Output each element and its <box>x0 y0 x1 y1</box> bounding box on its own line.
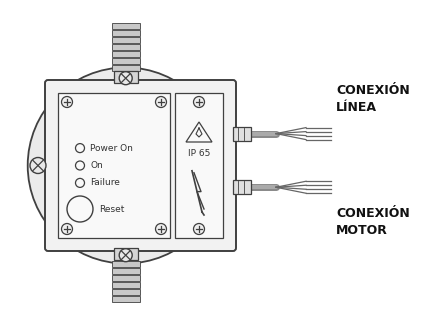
Bar <box>111 296 139 302</box>
Bar <box>111 261 139 267</box>
Circle shape <box>30 158 46 173</box>
Text: IP 65: IP 65 <box>187 150 210 159</box>
Bar <box>111 65 139 71</box>
Bar <box>175 93 223 238</box>
Bar <box>111 51 139 57</box>
Bar <box>113 71 138 83</box>
Circle shape <box>193 97 204 108</box>
Circle shape <box>119 72 132 85</box>
Circle shape <box>28 68 223 263</box>
Text: Power On: Power On <box>90 144 133 153</box>
Text: Failure: Failure <box>90 178 120 187</box>
Circle shape <box>61 97 72 108</box>
Text: On: On <box>90 161 103 170</box>
Bar <box>111 268 139 274</box>
Circle shape <box>155 223 166 234</box>
Bar <box>233 180 251 194</box>
Bar <box>111 30 139 36</box>
Bar <box>111 275 139 281</box>
Circle shape <box>119 249 132 262</box>
Bar <box>111 44 139 50</box>
Text: CONEXIÓN
MOTOR: CONEXIÓN MOTOR <box>335 207 409 237</box>
Bar <box>111 37 139 43</box>
Text: CONEXIÓN
LÍNEA: CONEXIÓN LÍNEA <box>335 84 409 114</box>
Bar <box>111 23 139 29</box>
Bar <box>113 248 138 260</box>
Circle shape <box>61 223 72 234</box>
Bar <box>58 93 170 238</box>
FancyBboxPatch shape <box>45 80 236 251</box>
Bar <box>233 127 251 141</box>
Bar <box>111 58 139 64</box>
Bar <box>111 289 139 295</box>
Circle shape <box>155 97 166 108</box>
Text: Reset: Reset <box>99 204 124 213</box>
Bar <box>111 282 139 288</box>
Circle shape <box>193 223 204 234</box>
